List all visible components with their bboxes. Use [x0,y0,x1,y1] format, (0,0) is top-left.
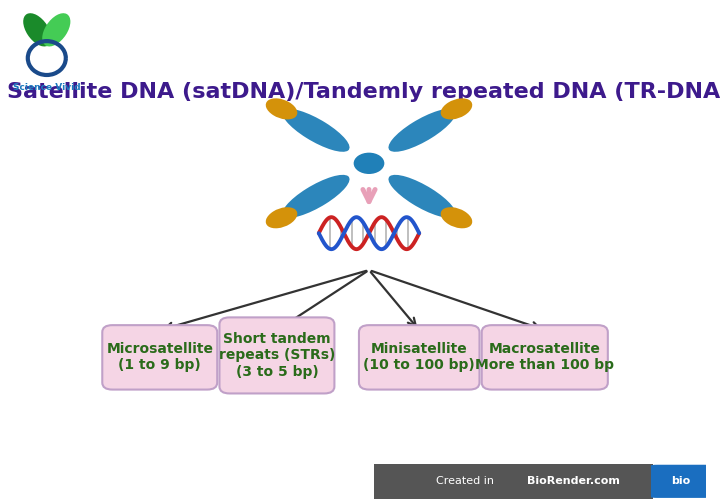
Ellipse shape [23,13,51,46]
Text: Created in: Created in [436,476,498,486]
Text: Short tandem
repeats (STRs)
(3 to 5 bp): Short tandem repeats (STRs) (3 to 5 bp) [219,332,335,379]
Ellipse shape [282,175,350,218]
Text: Macrosatellite
More than 100 bp: Macrosatellite More than 100 bp [475,342,614,372]
Ellipse shape [42,13,71,46]
Ellipse shape [388,175,456,218]
Text: bio: bio [671,476,690,486]
FancyBboxPatch shape [651,465,711,498]
Ellipse shape [282,109,350,152]
Ellipse shape [266,207,297,228]
FancyBboxPatch shape [374,464,652,499]
Ellipse shape [354,153,384,174]
FancyBboxPatch shape [102,325,217,390]
Ellipse shape [441,98,472,119]
Ellipse shape [266,98,297,119]
FancyBboxPatch shape [220,318,334,394]
Text: BioRender.com: BioRender.com [527,476,619,486]
FancyBboxPatch shape [359,325,480,390]
Ellipse shape [388,109,456,152]
Text: Minisatellite
(10 to 100 bp): Minisatellite (10 to 100 bp) [364,342,475,372]
Ellipse shape [441,207,472,228]
FancyBboxPatch shape [482,325,608,390]
Text: Satellite DNA (satDNA)/Tandemly repeated DNA (TR-DNA): Satellite DNA (satDNA)/Tandemly repeated… [7,82,720,101]
Text: Microsatellite
(1 to 9 bp): Microsatellite (1 to 9 bp) [107,342,213,372]
Text: Science Vivid: Science Vivid [13,84,81,92]
